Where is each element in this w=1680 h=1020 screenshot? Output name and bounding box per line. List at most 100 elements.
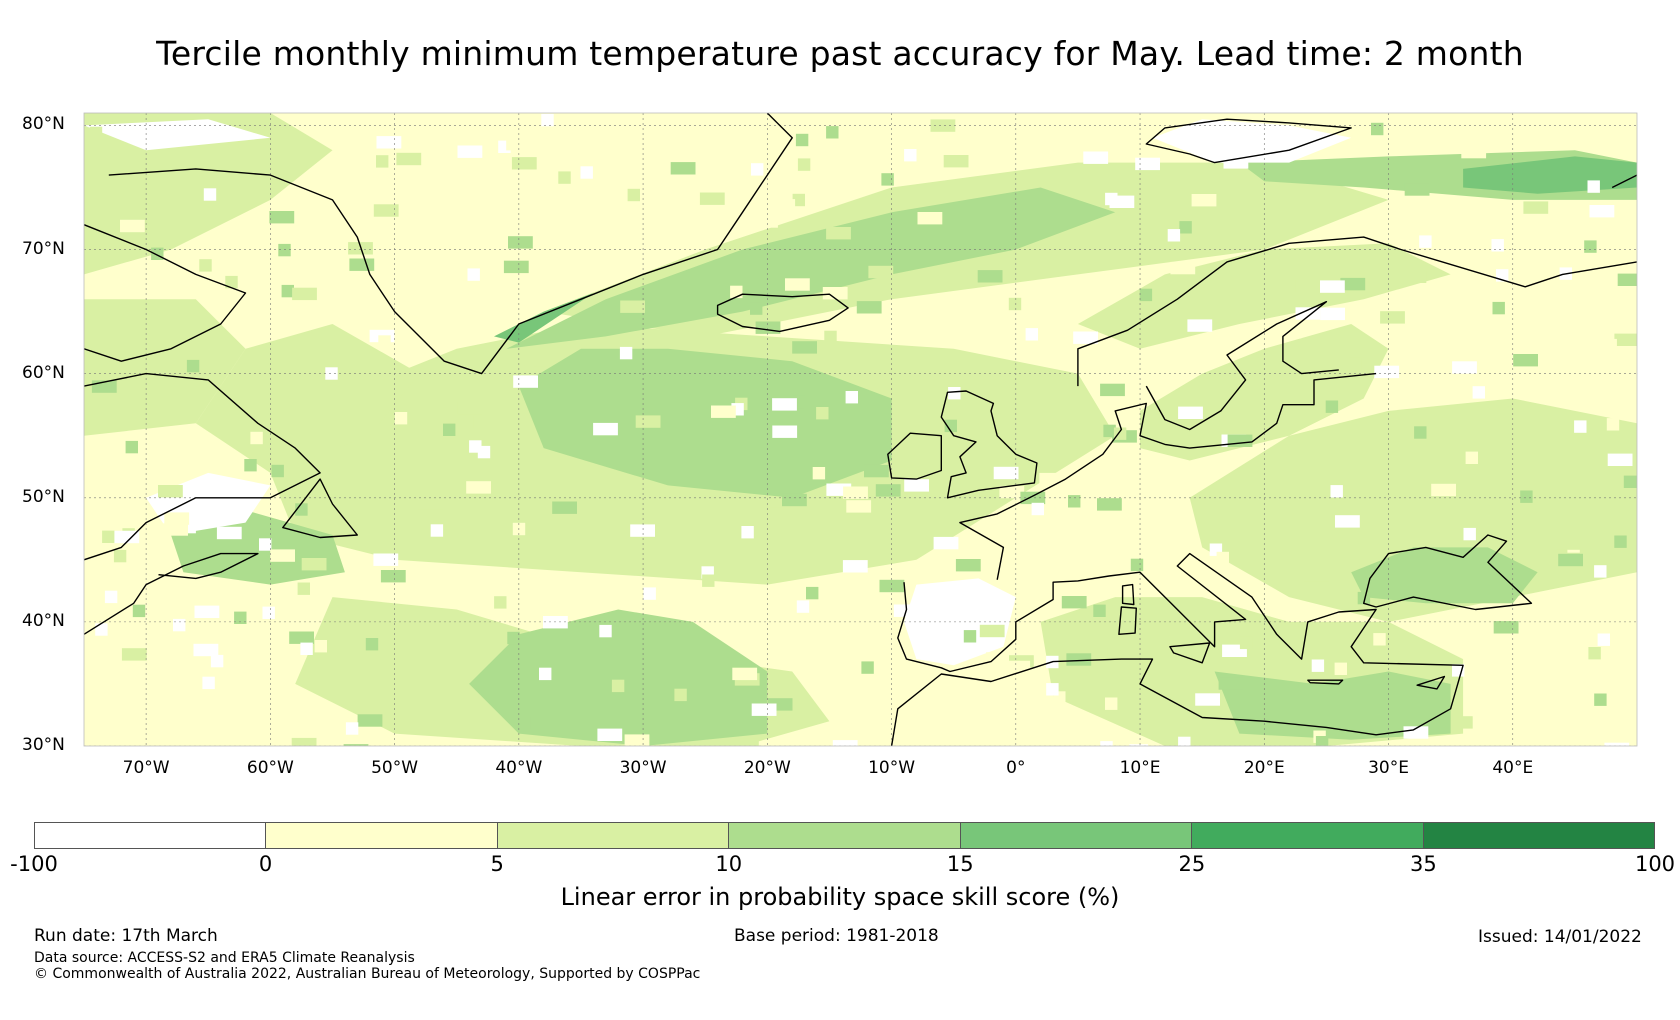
grid-cell bbox=[1107, 648, 1120, 661]
grid-cell bbox=[278, 243, 291, 257]
issued-date: Issued: 14/01/2022 bbox=[1478, 927, 1642, 947]
grid-cell bbox=[620, 300, 645, 313]
coast-iceland bbox=[716, 293, 849, 333]
colorbar-tick: 0 bbox=[258, 852, 273, 876]
grid-cell bbox=[861, 661, 874, 674]
lon-label: 60°W bbox=[246, 758, 294, 778]
grid-cell bbox=[782, 199, 796, 212]
grid-cell bbox=[1614, 333, 1637, 346]
grid-cell bbox=[1130, 558, 1144, 572]
grid-cell bbox=[193, 643, 219, 657]
coast-sardinia bbox=[1118, 606, 1137, 635]
grid-cell bbox=[1170, 261, 1196, 275]
grid-cell bbox=[1559, 744, 1572, 746]
coast-us-east bbox=[84, 552, 259, 635]
grid-cell bbox=[1167, 229, 1181, 242]
grid-cell bbox=[1191, 469, 1204, 482]
colorbar-segment bbox=[1192, 823, 1424, 848]
colorbar-tick: 100 bbox=[1634, 852, 1676, 876]
grid-cell bbox=[1334, 662, 1347, 675]
grid-cell bbox=[851, 713, 864, 726]
grid-cell bbox=[943, 155, 969, 168]
grid-cell bbox=[1295, 307, 1321, 320]
grid-cell bbox=[467, 268, 480, 281]
grid-cell bbox=[301, 558, 327, 571]
grid-cell bbox=[1105, 192, 1118, 206]
coast-britain bbox=[940, 390, 1038, 499]
grid-cell bbox=[1604, 338, 1617, 352]
grid-cell bbox=[699, 192, 725, 205]
base-period: Base period: 1981-2018 bbox=[734, 926, 939, 946]
grid-cell bbox=[194, 605, 220, 618]
grid-cell bbox=[1465, 451, 1478, 464]
data-source: Data source: ACCESS-S2 and ERA5 Climate … bbox=[34, 950, 415, 966]
grid-cell bbox=[376, 136, 402, 149]
grid-cell bbox=[1083, 151, 1109, 164]
lat-label: 80°N bbox=[22, 114, 65, 135]
grid-cell bbox=[1606, 418, 1620, 431]
grid-cell bbox=[1452, 361, 1477, 374]
grid-cell bbox=[1423, 385, 1436, 398]
grid-cell bbox=[1227, 434, 1253, 447]
grid-cell bbox=[1127, 646, 1140, 659]
grid-cell bbox=[1073, 331, 1098, 344]
grid-cell bbox=[506, 138, 519, 151]
coast-sicily bbox=[1169, 642, 1211, 664]
grid-cell bbox=[1139, 288, 1153, 302]
grid-cell bbox=[114, 530, 140, 544]
lon-label: 10°E bbox=[1119, 758, 1161, 778]
lat-label: 50°N bbox=[22, 486, 65, 507]
grid-cell bbox=[1491, 239, 1504, 252]
region-mid-atlantic-core bbox=[518, 348, 892, 498]
grid-cell bbox=[1066, 653, 1092, 666]
grid-cell bbox=[1513, 354, 1538, 367]
grid-cell bbox=[1617, 273, 1637, 286]
grid-cell bbox=[373, 553, 399, 566]
grid-cell bbox=[1587, 180, 1600, 193]
region-greenland-east bbox=[506, 187, 1116, 349]
grid-cell bbox=[1315, 736, 1329, 746]
region-irminger-strong bbox=[494, 293, 594, 343]
grid-cell bbox=[291, 737, 317, 746]
coast-newfoundland bbox=[282, 478, 358, 539]
lon-label: 10°W bbox=[868, 758, 916, 778]
grid-cell bbox=[437, 147, 450, 161]
grid-cell bbox=[1218, 677, 1244, 690]
grid-cell bbox=[1311, 659, 1325, 672]
grid-cell bbox=[1025, 328, 1038, 341]
grid-cell bbox=[1020, 491, 1046, 505]
grid-cell bbox=[349, 258, 375, 271]
region-north-atlantic-west bbox=[84, 299, 246, 436]
grid-cell bbox=[1523, 201, 1549, 214]
coast-labrador bbox=[84, 372, 321, 561]
grid-cell bbox=[321, 198, 335, 211]
grid-cell bbox=[930, 119, 956, 132]
grid-cell bbox=[1135, 157, 1160, 171]
grid-cell bbox=[1587, 355, 1613, 368]
grid-cell bbox=[1335, 515, 1360, 528]
region-white-arctic-ne bbox=[84, 119, 271, 151]
grid-cell bbox=[1197, 341, 1210, 354]
grid-cell bbox=[460, 415, 474, 428]
grid-cell bbox=[772, 398, 797, 411]
region-gulf-of-st-lawrence bbox=[171, 510, 345, 585]
grid-cell bbox=[765, 215, 778, 228]
coast-europe-west bbox=[890, 552, 1464, 746]
grid-cell bbox=[164, 512, 190, 525]
grid-cell bbox=[295, 604, 308, 617]
grid-cell bbox=[977, 270, 1003, 283]
grid-cell bbox=[543, 616, 568, 629]
grid-cell bbox=[244, 459, 257, 472]
grid-cell bbox=[993, 466, 1019, 480]
grid-cell bbox=[999, 485, 1025, 499]
coast-crete bbox=[1307, 679, 1344, 685]
grid-cell bbox=[732, 667, 758, 681]
grid-cell bbox=[1195, 693, 1220, 706]
coast-svalbard bbox=[1145, 118, 1352, 164]
grid-cell bbox=[611, 679, 625, 693]
lon-label: 30°W bbox=[619, 758, 667, 778]
grid-cell bbox=[89, 126, 103, 140]
grid-cell bbox=[534, 353, 547, 367]
grid-cell bbox=[1179, 221, 1192, 234]
